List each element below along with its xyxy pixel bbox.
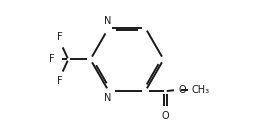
- Text: O: O: [162, 111, 169, 121]
- Text: N: N: [104, 16, 112, 26]
- Text: N: N: [104, 93, 112, 103]
- Text: F: F: [57, 76, 63, 86]
- Text: F: F: [49, 55, 55, 64]
- Text: CH₃: CH₃: [192, 85, 210, 95]
- Text: F: F: [57, 32, 63, 43]
- Text: O: O: [179, 85, 186, 95]
